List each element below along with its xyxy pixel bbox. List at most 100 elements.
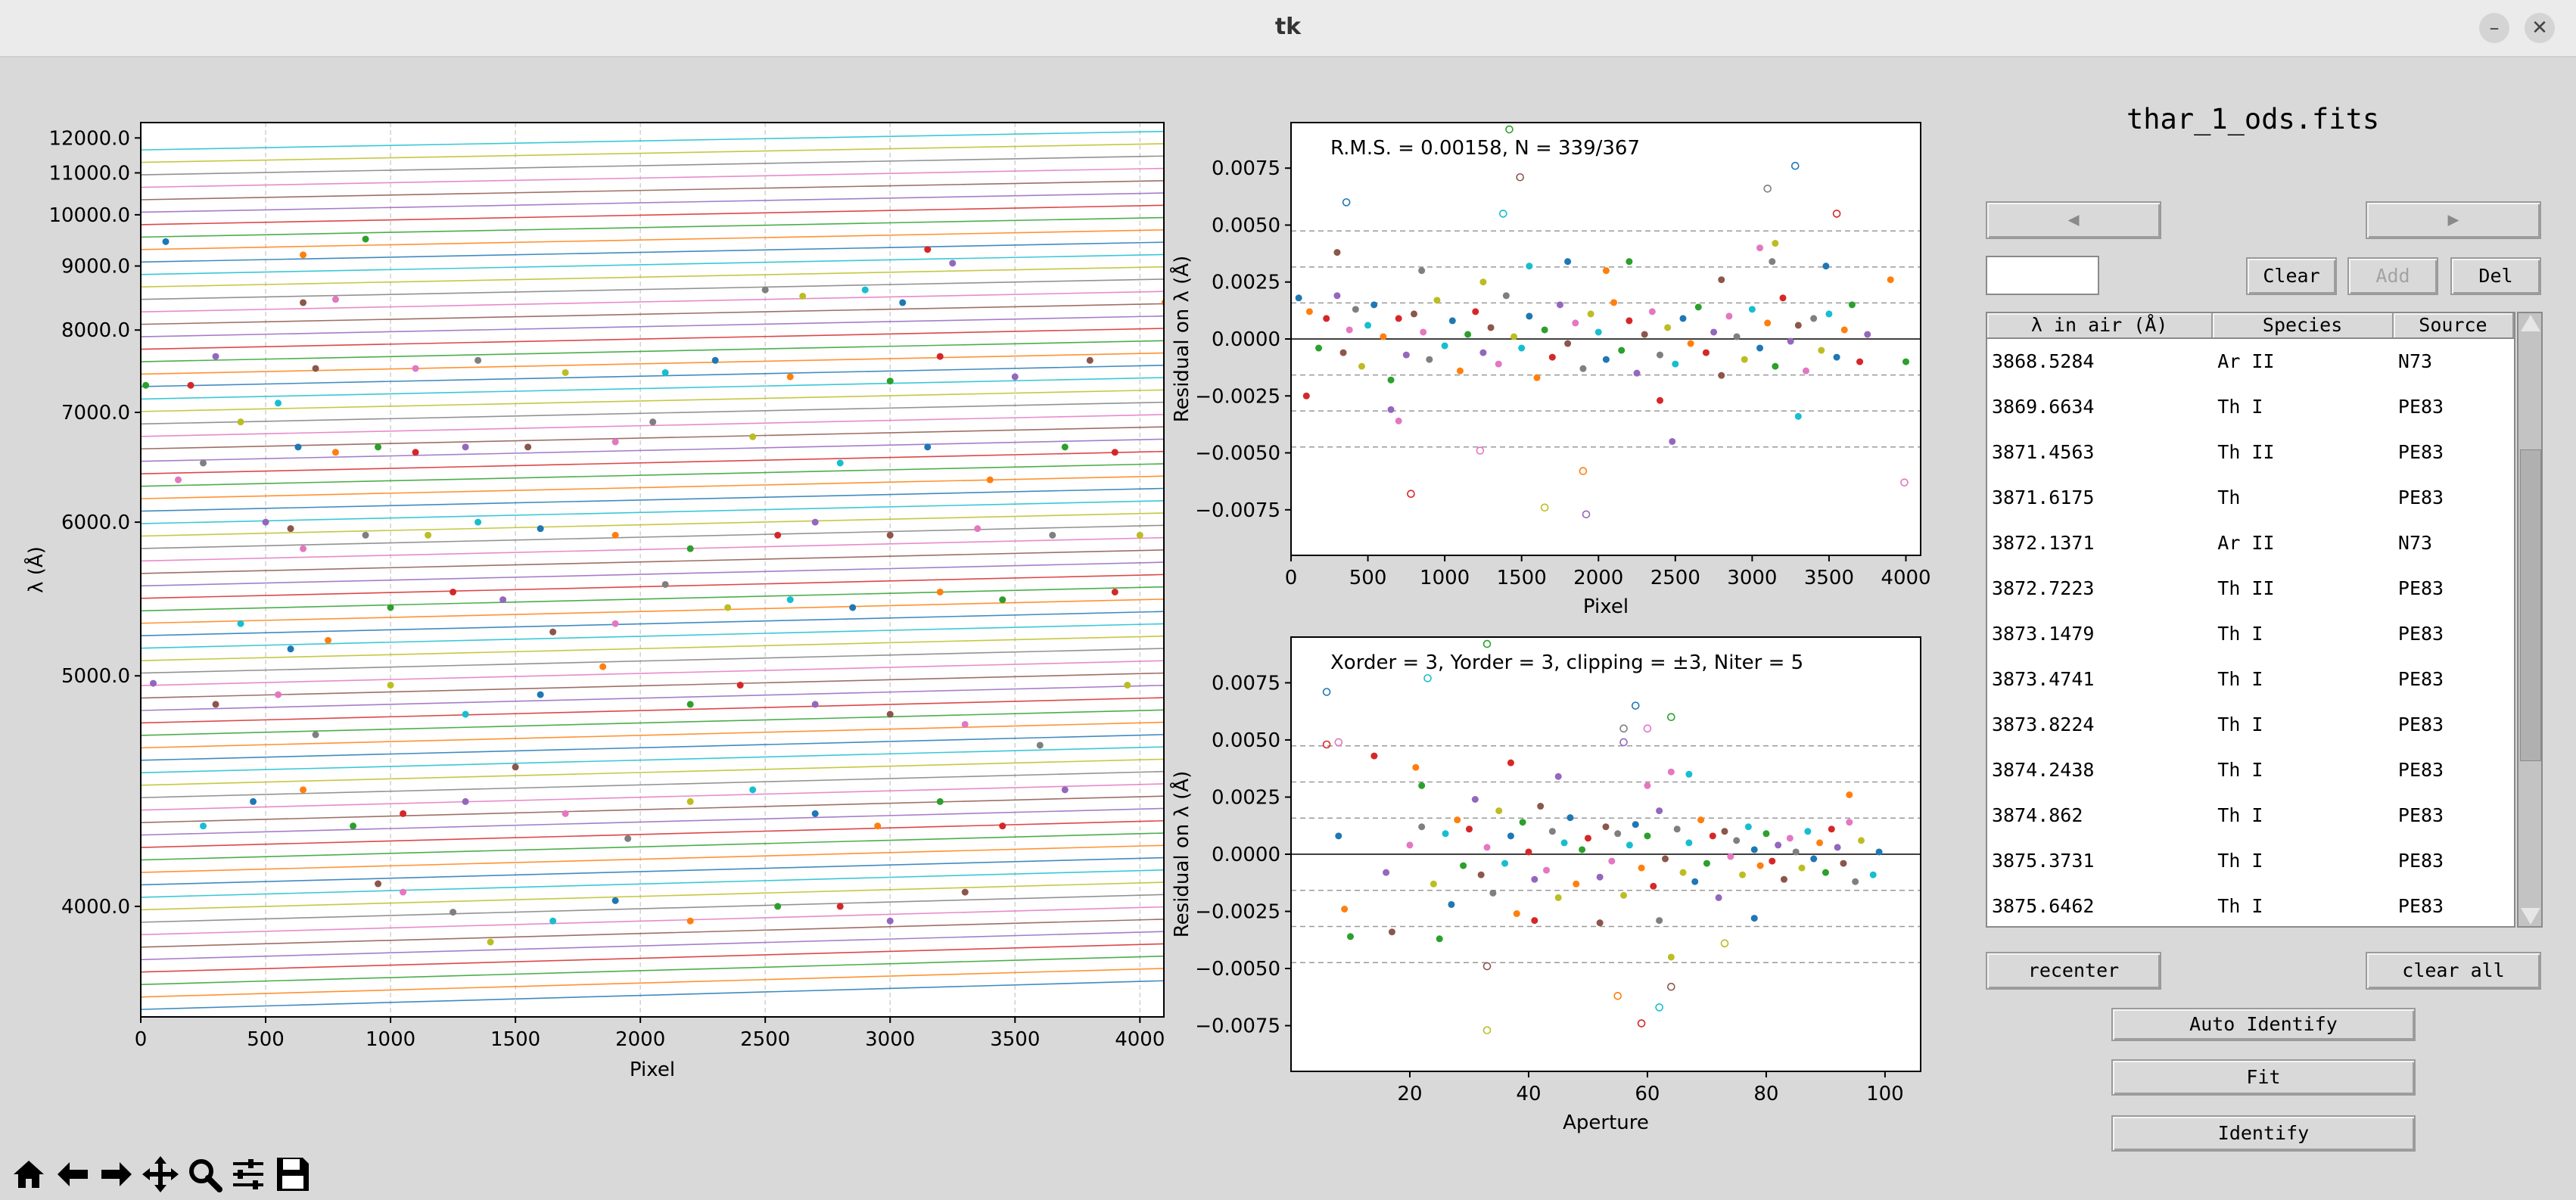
column-header-source[interactable]: Source xyxy=(2394,313,2514,337)
pan-icon[interactable] xyxy=(139,1152,182,1197)
table-row[interactable]: 3874.862 Th I PE83 xyxy=(1987,793,2514,838)
residual-point xyxy=(1887,276,1894,284)
order-line xyxy=(141,241,1164,263)
table-row[interactable]: 3873.8224 Th I PE83 xyxy=(1987,702,2514,748)
table-row[interactable]: 3875.3731 Th I PE83 xyxy=(1987,838,2514,884)
add-button[interactable]: Add xyxy=(2347,257,2438,295)
identified-line-point xyxy=(686,797,694,805)
table-scrollbar[interactable] xyxy=(2517,312,2543,928)
y-tick-label: −0.0050 xyxy=(1195,958,1280,981)
auto-identify-button[interactable]: Auto Identify xyxy=(2111,1008,2416,1041)
residual-point xyxy=(1679,869,1687,876)
residual-point xyxy=(1702,349,1710,356)
residual-point xyxy=(1687,340,1694,347)
identified-line-point xyxy=(212,353,219,360)
zoom-icon[interactable] xyxy=(183,1152,226,1197)
window-titlebar: tk – ✕ xyxy=(0,0,2576,58)
del-button[interactable]: Del xyxy=(2450,257,2541,295)
table-row[interactable]: 3873.1479 Th I PE83 xyxy=(1987,611,2514,657)
recenter-button[interactable]: recenter xyxy=(1986,952,2161,990)
scroll-down-arrow-icon[interactable] xyxy=(2521,908,2540,925)
residual-point xyxy=(1479,278,1487,286)
residual-point xyxy=(1548,353,1556,361)
residual-point xyxy=(1822,869,1829,876)
residual-point xyxy=(1602,823,1610,831)
y-tick-label: −0.0050 xyxy=(1195,443,1280,465)
rejected-point xyxy=(1613,992,1622,1000)
residual-point xyxy=(1448,900,1455,908)
identified-line-point xyxy=(974,525,982,533)
residual-point xyxy=(1685,770,1693,778)
residual-point xyxy=(1495,807,1503,815)
identified-line-point xyxy=(936,797,944,805)
residual-point xyxy=(1333,249,1341,256)
order-line xyxy=(141,931,1164,961)
clear-all-button[interactable]: clear all xyxy=(2366,952,2541,990)
column-header-wavelength[interactable]: λ in air (Å) xyxy=(1987,313,2214,337)
rejected-point xyxy=(1540,503,1549,512)
residual-point xyxy=(1323,315,1330,322)
table-row[interactable]: 3874.2438 Th I PE83 xyxy=(1987,748,2514,793)
column-header-species[interactable]: Species xyxy=(2213,313,2394,337)
next-order-button[interactable]: ▶ xyxy=(2366,201,2541,239)
residual-point xyxy=(1464,331,1472,338)
identified-line-point xyxy=(961,888,969,896)
table-row[interactable]: 3875.6462 Th I PE83 xyxy=(1987,884,2514,926)
residual-point xyxy=(1587,310,1594,318)
order-line xyxy=(141,721,1164,749)
line-list-table[interactable]: λ in air (Å) Species Source 3868.5284 Ar … xyxy=(1986,312,2515,928)
species-cell: Th I xyxy=(2217,396,2263,418)
table-row[interactable]: 3872.1371 Ar II N73 xyxy=(1987,521,2514,566)
residual-point xyxy=(1802,367,1809,375)
scroll-up-arrow-icon[interactable] xyxy=(2521,315,2540,331)
table-row[interactable]: 3873.4741 Th I PE83 xyxy=(1987,657,2514,702)
x-tick-label: 4000 xyxy=(1881,567,1930,589)
residual-point xyxy=(1387,376,1395,384)
table-row[interactable]: 3869.6634 Th I PE83 xyxy=(1987,384,2514,430)
identified-line-point xyxy=(331,296,339,303)
x-tick-label: 500 xyxy=(1349,567,1387,589)
residual-point xyxy=(1388,928,1395,936)
residual-point xyxy=(1433,297,1441,304)
identified-line-point xyxy=(811,810,819,817)
fit-button[interactable]: Fit xyxy=(2111,1059,2416,1096)
subplots-icon[interactable] xyxy=(227,1152,269,1197)
residual-point xyxy=(1762,830,1770,838)
rejected-point xyxy=(1482,1026,1492,1034)
back-arrow-icon[interactable] xyxy=(51,1152,94,1197)
residual-point xyxy=(1727,853,1734,860)
x-tick-label: 0 xyxy=(1285,567,1298,589)
residual-point xyxy=(1471,795,1479,803)
residual-point xyxy=(1626,258,1633,266)
identified-line-point xyxy=(886,710,894,718)
identify-button[interactable]: Identify xyxy=(2111,1115,2416,1152)
table-row[interactable]: 3871.4563 Th II PE83 xyxy=(1987,430,2514,475)
residual-point xyxy=(1875,848,1883,856)
wavelength-input[interactable] xyxy=(1986,256,2099,295)
residual-point xyxy=(1564,258,1572,266)
prev-order-button[interactable]: ◀ xyxy=(1986,201,2161,239)
identified-line-point xyxy=(686,917,694,925)
source-cell: PE83 xyxy=(2397,713,2444,735)
order-line xyxy=(141,611,1164,637)
table-row[interactable]: 3868.5284 Ar II N73 xyxy=(1987,339,2514,384)
minimize-button[interactable]: – xyxy=(2479,13,2509,43)
plot-figure[interactable]: 0 500 1000 1500 2000 2500 3000 3500 40004000.050… xyxy=(0,56,1945,1146)
forward-arrow-icon[interactable] xyxy=(95,1152,138,1197)
table-row[interactable]: 3872.7223 Th II PE83 xyxy=(1987,566,2514,611)
order-line xyxy=(141,536,1164,562)
table-row[interactable]: 3871.6175 Th PE83 xyxy=(1987,475,2514,521)
x-tick-label: 20 xyxy=(1397,1083,1422,1105)
identified-line-point xyxy=(649,418,657,426)
clear-button[interactable]: Clear xyxy=(2246,257,2337,295)
home-icon[interactable] xyxy=(8,1152,50,1197)
y-axis-label: Residual on λ (Å) xyxy=(1169,256,1193,422)
close-button[interactable]: ✕ xyxy=(2525,13,2555,43)
residual-point xyxy=(1787,337,1794,345)
scrollbar-thumb[interactable] xyxy=(2520,449,2541,761)
save-icon[interactable] xyxy=(271,1152,313,1197)
identified-line-point xyxy=(786,373,794,381)
residual-point xyxy=(1661,855,1669,863)
order-line xyxy=(141,291,1164,312)
identified-line-point xyxy=(450,909,457,916)
